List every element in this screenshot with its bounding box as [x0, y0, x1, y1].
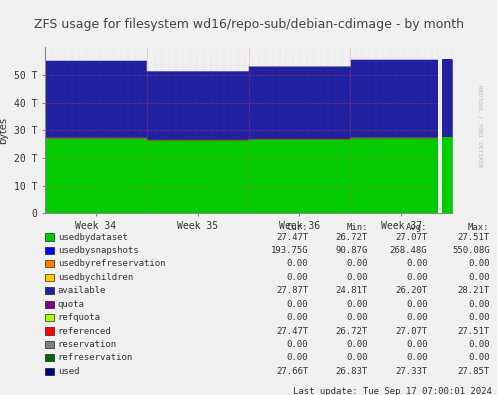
Text: 27.07T: 27.07T [395, 327, 427, 335]
Text: 0.00: 0.00 [468, 260, 490, 268]
Text: 27.47T: 27.47T [276, 327, 308, 335]
Text: usedbydataset: usedbydataset [58, 233, 128, 241]
Text: 0.00: 0.00 [287, 300, 308, 308]
Text: 0.00: 0.00 [287, 273, 308, 282]
Text: usedbyrefreservation: usedbyrefreservation [58, 260, 165, 268]
Text: Cur:: Cur: [287, 223, 308, 232]
Text: 0.00: 0.00 [406, 300, 427, 308]
Text: 27.47T: 27.47T [276, 233, 308, 241]
Text: 268.48G: 268.48G [390, 246, 427, 255]
Text: 26.20T: 26.20T [395, 286, 427, 295]
Text: RRDTOOL / TOBI OETIKER: RRDTOOL / TOBI OETIKER [477, 85, 482, 167]
Text: 0.00: 0.00 [468, 354, 490, 362]
Text: Min:: Min: [346, 223, 368, 232]
Text: 27.33T: 27.33T [395, 367, 427, 376]
Text: 27.51T: 27.51T [457, 233, 490, 241]
Text: 90.87G: 90.87G [335, 246, 368, 255]
Text: 26.83T: 26.83T [335, 367, 368, 376]
Text: 0.00: 0.00 [468, 313, 490, 322]
Text: 0.00: 0.00 [468, 273, 490, 282]
Text: 0.00: 0.00 [468, 300, 490, 308]
Text: 28.21T: 28.21T [457, 286, 490, 295]
Text: 27.66T: 27.66T [276, 367, 308, 376]
Text: refreservation: refreservation [58, 354, 133, 362]
Text: 0.00: 0.00 [406, 273, 427, 282]
Text: 0.00: 0.00 [406, 354, 427, 362]
Text: 0.00: 0.00 [287, 313, 308, 322]
Text: 0.00: 0.00 [287, 340, 308, 349]
Text: 0.00: 0.00 [346, 340, 368, 349]
Text: 0.00: 0.00 [406, 340, 427, 349]
Text: Max:: Max: [468, 223, 490, 232]
Text: 0.00: 0.00 [287, 354, 308, 362]
Text: usedbychildren: usedbychildren [58, 273, 133, 282]
Text: 0.00: 0.00 [346, 354, 368, 362]
Text: 27.51T: 27.51T [457, 327, 490, 335]
Text: 27.07T: 27.07T [395, 233, 427, 241]
Text: quota: quota [58, 300, 84, 308]
Text: 550.08G: 550.08G [452, 246, 490, 255]
Text: usedbysnapshots: usedbysnapshots [58, 246, 138, 255]
Text: 193.75G: 193.75G [270, 246, 308, 255]
Text: 0.00: 0.00 [406, 313, 427, 322]
Text: 0.00: 0.00 [346, 273, 368, 282]
Text: reservation: reservation [58, 340, 117, 349]
Text: ZFS usage for filesystem wd16/repo-sub/debian-cdimage - by month: ZFS usage for filesystem wd16/repo-sub/d… [33, 18, 464, 31]
Text: 0.00: 0.00 [346, 300, 368, 308]
Text: available: available [58, 286, 106, 295]
Text: 0.00: 0.00 [346, 260, 368, 268]
Text: 27.85T: 27.85T [457, 367, 490, 376]
Text: Avg:: Avg: [406, 223, 427, 232]
Text: 0.00: 0.00 [346, 313, 368, 322]
Text: referenced: referenced [58, 327, 111, 335]
Text: 26.72T: 26.72T [335, 327, 368, 335]
Text: refquota: refquota [58, 313, 101, 322]
Text: used: used [58, 367, 79, 376]
Y-axis label: bytes: bytes [0, 117, 8, 144]
Text: 0.00: 0.00 [468, 340, 490, 349]
Text: Last update: Tue Sep 17 07:00:01 2024: Last update: Tue Sep 17 07:00:01 2024 [293, 387, 492, 395]
Text: 0.00: 0.00 [406, 260, 427, 268]
Text: 24.81T: 24.81T [335, 286, 368, 295]
Text: 26.72T: 26.72T [335, 233, 368, 241]
Text: 27.87T: 27.87T [276, 286, 308, 295]
Text: 0.00: 0.00 [287, 260, 308, 268]
